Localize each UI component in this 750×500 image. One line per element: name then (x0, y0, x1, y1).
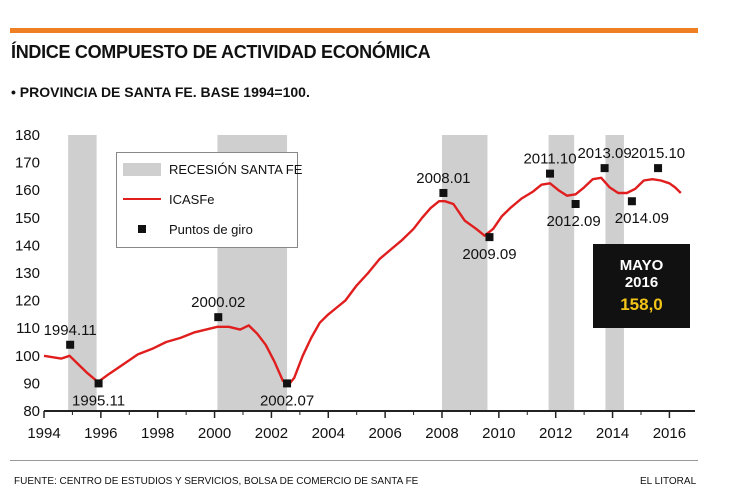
legend-item-recession: RECESIÓN SANTA FE (123, 159, 302, 179)
turning-point-label: 1995.11 (72, 392, 125, 409)
x-tick-label: 2008 (425, 425, 458, 442)
y-tick-label: 120 (15, 293, 40, 310)
turning-point-label: 1994.11 (44, 322, 97, 339)
legend-item-points: Puntos de giro (123, 219, 253, 239)
turning-point-label: 2000.02 (191, 294, 245, 311)
turning-point-marker (571, 200, 580, 208)
turning-point-label: 2012.09 (546, 213, 600, 230)
turning-points: 1994.11 1995.11 2000.02 2002.07 2008.01 2009.… (44, 145, 686, 409)
y-tick-label: 140 (15, 237, 40, 254)
x-tick-label: 1994 (27, 425, 60, 442)
turning-point-label: 2009.09 (462, 246, 516, 263)
callout-month: MAYO (619, 257, 664, 274)
legend-item-series: ICASFe (123, 189, 215, 209)
x-tick-label: 1996 (84, 425, 117, 442)
turning-point-marker (66, 340, 75, 349)
turning-point-marker (283, 379, 292, 388)
turning-point-marker (94, 379, 103, 388)
turning-point-marker (654, 164, 663, 173)
x-tick-label: 2006 (368, 425, 401, 442)
turning-point-label: 2002.07 (260, 392, 314, 409)
legend-label-recession: RECESIÓN SANTA FE (169, 161, 303, 177)
turning-point-marker (627, 197, 636, 206)
x-tick-label: 1998 (141, 425, 174, 442)
x-tick-label: 2010 (482, 425, 515, 442)
y-tick-label: 150 (15, 210, 40, 227)
turning-point-marker (485, 233, 494, 242)
y-tick-label: 110 (16, 320, 40, 337)
turning-point-label: 2008.01 (416, 170, 470, 187)
series-swatch (123, 198, 161, 200)
series-line-icasfe (43, 176, 682, 386)
turning-point-label: 2014.09 (615, 210, 669, 227)
turning-point-label: 2013.09 (577, 145, 631, 162)
point-swatch (123, 225, 161, 233)
x-tick-label: 2002 (255, 425, 288, 442)
y-tick-label: 90 (23, 375, 40, 392)
x-tick-label: 2016 (653, 425, 686, 442)
y-tick-label: 100 (15, 348, 40, 365)
latest-value-callout: MAYO 2016 158,0 (593, 244, 690, 328)
publisher-credit: EL LITORAL (640, 476, 697, 487)
turning-point-marker (600, 164, 609, 173)
recession-band (548, 135, 575, 411)
y-tick-label: 180 (15, 127, 40, 144)
x-tick-label: 2012 (539, 425, 572, 442)
recession-swatch (123, 162, 161, 176)
footer-divider (10, 460, 698, 461)
callout-value: 158,0 (620, 295, 663, 314)
turning-point-marker (439, 188, 448, 197)
x-tick-label: 2014 (596, 425, 629, 442)
chart-title: ÍNDICE COMPUESTO DE ACTIVIDAD ECONÓMICA (11, 42, 431, 62)
turning-point-label: 2011.10 (523, 151, 576, 168)
legend-label-points: Puntos de giro (169, 221, 253, 237)
axes: 80 90 100 110 120 130 140 150 160 170 180 1994 1996 1… (15, 127, 695, 442)
y-tick-label: 170 (15, 155, 40, 172)
recession-band (441, 135, 488, 411)
y-tick-label: 160 (15, 182, 40, 199)
x-tick-label: 2000 (198, 425, 231, 442)
turning-point-marker (214, 313, 223, 322)
header-accent-bar (10, 28, 698, 33)
turning-point-marker (546, 169, 555, 178)
source-note: FUENTE: CENTRO DE ESTUDIOS Y SERVICIOS, … (14, 476, 419, 487)
y-tick-label: 130 (15, 265, 40, 282)
turning-point-label: 2015.10 (631, 145, 685, 162)
y-tick-label: 80 (23, 403, 40, 420)
x-tick-label: 2004 (312, 425, 345, 442)
recession-bands (68, 135, 624, 411)
legend-label-series: ICASFe (169, 191, 215, 207)
series-line (43, 176, 682, 386)
callout-year: 2016 (624, 274, 659, 291)
legend: RECESIÓN SANTA FE ICASFe Puntos de giro (116, 152, 302, 248)
chart-subtitle: • PROVINCIA DE SANTA FE. BASE 1994=100. (11, 84, 310, 100)
recession-band (68, 135, 97, 411)
